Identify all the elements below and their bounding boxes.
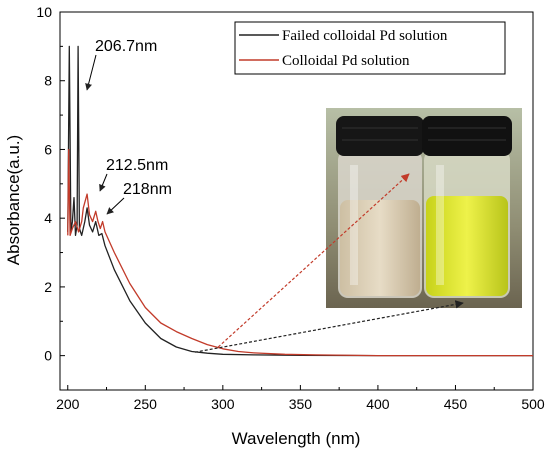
x-tick-label: 450 <box>444 396 468 412</box>
x-tick-label: 400 <box>366 396 390 412</box>
arrow-to-failed-vial <box>194 300 464 353</box>
inset-photo <box>326 108 522 308</box>
x-tick-label: 300 <box>211 396 235 412</box>
peak-label: 212.5nm <box>106 157 168 174</box>
x-axis-label: Wavelength (nm) <box>232 429 361 448</box>
peak-label: 206.7nm <box>95 38 157 55</box>
y-axis-ticks: 0 2 4 6 8 10 <box>36 4 65 364</box>
peak-annotations: 206.7nm 212.5nm 218nm <box>85 38 172 215</box>
arrow-to-colloidal-vial <box>217 173 410 348</box>
x-axis-ticks: 200 250 300 350 400 450 500 <box>56 385 545 412</box>
annotation-arrow <box>85 54 97 91</box>
series-line-colloidal <box>67 148 533 357</box>
y-tick-label: 10 <box>36 4 52 20</box>
peak-label: 218nm <box>123 181 172 198</box>
y-tick-label: 8 <box>44 73 52 89</box>
legend-box <box>234 21 506 75</box>
y-tick-label: 6 <box>44 141 52 157</box>
plot-frame <box>59 11 534 391</box>
y-axis-label: Absorbance(a.u.) <box>4 135 23 265</box>
annotation-arrow <box>106 197 125 215</box>
x-tick-label: 500 <box>521 396 545 412</box>
x-tick-label: 350 <box>289 396 313 412</box>
y-tick-label: 0 <box>44 348 52 364</box>
series-line-failed <box>67 45 533 357</box>
legend: Failed colloidal Pd solution Colloidal P… <box>234 21 506 75</box>
vial-failed <box>336 116 424 298</box>
legend-label-colloidal: Colloidal Pd solution <box>282 53 410 69</box>
vial-colloidal <box>422 116 512 298</box>
inset-arrows <box>194 173 464 353</box>
y-tick-label: 2 <box>44 279 52 295</box>
legend-label-failed: Failed colloidal Pd solution <box>282 28 448 44</box>
x-tick-label: 250 <box>134 396 158 412</box>
y-tick-label: 4 <box>44 210 52 226</box>
x-tick-label: 200 <box>56 396 80 412</box>
series-lines <box>67 45 533 357</box>
annotation-arrow <box>99 173 108 192</box>
